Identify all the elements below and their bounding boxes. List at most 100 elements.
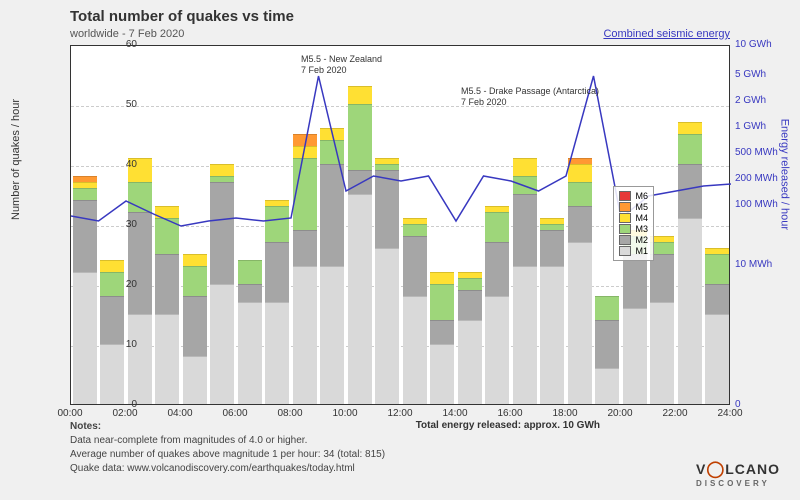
ytick-left: 50 [107, 99, 137, 110]
ytick-left: 10 [107, 339, 137, 350]
bar-hour [73, 176, 97, 404]
bar-seg-M4 [293, 146, 317, 158]
bar-seg-M2 [183, 296, 207, 356]
ytick-right: 2 GWh [735, 95, 766, 106]
bar-hour [458, 272, 482, 404]
bar-hour [320, 128, 344, 404]
bar-seg-M4 [678, 122, 702, 134]
bar-seg-M1 [210, 284, 234, 404]
bar-seg-M1 [485, 296, 509, 404]
bar-seg-M4 [513, 158, 537, 176]
bar-seg-M1 [705, 314, 729, 404]
xtick: 06:00 [222, 408, 247, 419]
ytick-right: 100 MWh [735, 199, 778, 210]
bar-seg-M1 [540, 266, 564, 404]
legend-swatch [619, 202, 631, 212]
bar-seg-M5 [293, 134, 317, 146]
bar-seg-M1 [320, 266, 344, 404]
bar-seg-M4 [100, 260, 124, 272]
bar-seg-M4 [348, 86, 372, 104]
bar-seg-M3 [348, 104, 372, 170]
bar-seg-M2 [623, 254, 647, 308]
legend-label: M3 [635, 224, 648, 234]
xtick: 04:00 [167, 408, 192, 419]
bar-seg-M2 [375, 170, 399, 248]
bar-seg-M1 [128, 314, 152, 404]
bar-seg-M4 [210, 164, 234, 176]
bar-seg-M3 [595, 296, 619, 320]
ytick-left: 60 [107, 39, 137, 50]
bar-seg-M2 [73, 200, 97, 272]
ytick-right: 1 GWh [735, 121, 766, 132]
legend-row: M1 [619, 246, 648, 256]
bar-seg-M2 [705, 284, 729, 314]
bar-hour [705, 248, 729, 404]
bar-seg-M3 [128, 182, 152, 212]
bar-hour [238, 260, 262, 404]
bar-seg-M2 [348, 170, 372, 194]
legend: M6M5M4M3M2M1 [613, 186, 654, 261]
bar-seg-M3 [705, 254, 729, 284]
legend-row: M4 [619, 213, 648, 223]
legend-swatch [619, 224, 631, 234]
bar-hour [348, 86, 372, 404]
ytick-left: 20 [107, 279, 137, 290]
bar-seg-M2 [430, 320, 454, 344]
bar-hour [293, 134, 317, 404]
ytick-left: 40 [107, 159, 137, 170]
bar-hour [513, 158, 537, 404]
bar-hour [183, 254, 207, 404]
bar-seg-M1 [348, 194, 372, 404]
ytick-left: 30 [107, 219, 137, 230]
bar-seg-M3 [293, 158, 317, 230]
bar-seg-M1 [458, 320, 482, 404]
bar-hour [595, 296, 619, 404]
xtick: 24:00 [717, 408, 742, 419]
bar-seg-M3 [430, 284, 454, 320]
bar-seg-M3 [238, 260, 262, 284]
notes-line1: Data near-complete from magnitudes of 4.… [70, 435, 307, 446]
legend-swatch [619, 235, 631, 245]
bar-seg-M1 [678, 218, 702, 404]
legend-label: M5 [635, 202, 648, 212]
bar-seg-M2 [540, 230, 564, 266]
bar-seg-M2 [100, 296, 124, 344]
bar-seg-M3 [568, 182, 592, 206]
xtick: 02:00 [112, 408, 137, 419]
bar-hour [155, 206, 179, 404]
bar-seg-M3 [183, 266, 207, 296]
ytick-right: 10 MWh [735, 259, 772, 270]
bar-seg-M1 [265, 302, 289, 404]
chart-title: Total number of quakes vs time [70, 8, 294, 25]
bar-seg-M1 [513, 266, 537, 404]
bar-seg-M3 [155, 218, 179, 254]
bar-seg-M3 [513, 176, 537, 194]
bar-seg-M1 [183, 356, 207, 404]
bar-seg-M2 [678, 164, 702, 218]
legend-row: M5 [619, 202, 648, 212]
bar-seg-M4 [155, 206, 179, 218]
bar-seg-M2 [568, 206, 592, 242]
xtick: 18:00 [552, 408, 577, 419]
bar-seg-M3 [265, 206, 289, 242]
bar-seg-M2 [238, 284, 262, 302]
bar-hour [375, 158, 399, 404]
xtick: 16:00 [497, 408, 522, 419]
annotation: M5.5 - New Zealand7 Feb 2020 [301, 54, 382, 76]
bar-seg-M1 [430, 344, 454, 404]
bar-seg-M2 [650, 254, 674, 302]
legend-swatch [619, 246, 631, 256]
bar-seg-M2 [320, 164, 344, 266]
chart-container: Total number of quakes vs time worldwide… [0, 0, 800, 500]
notes-heading: Notes: [70, 421, 101, 432]
bar-seg-M2 [265, 242, 289, 302]
notes-line2: Average number of quakes above magnitude… [70, 449, 385, 460]
energy-legend-label: Combined seismic energy [603, 28, 730, 40]
bar-seg-M1 [568, 242, 592, 404]
bar-seg-M1 [73, 272, 97, 404]
bar-seg-M3 [485, 212, 509, 242]
bar-seg-M1 [155, 314, 179, 404]
bar-seg-M3 [458, 278, 482, 290]
bar-hour [678, 122, 702, 404]
xtick: 12:00 [387, 408, 412, 419]
